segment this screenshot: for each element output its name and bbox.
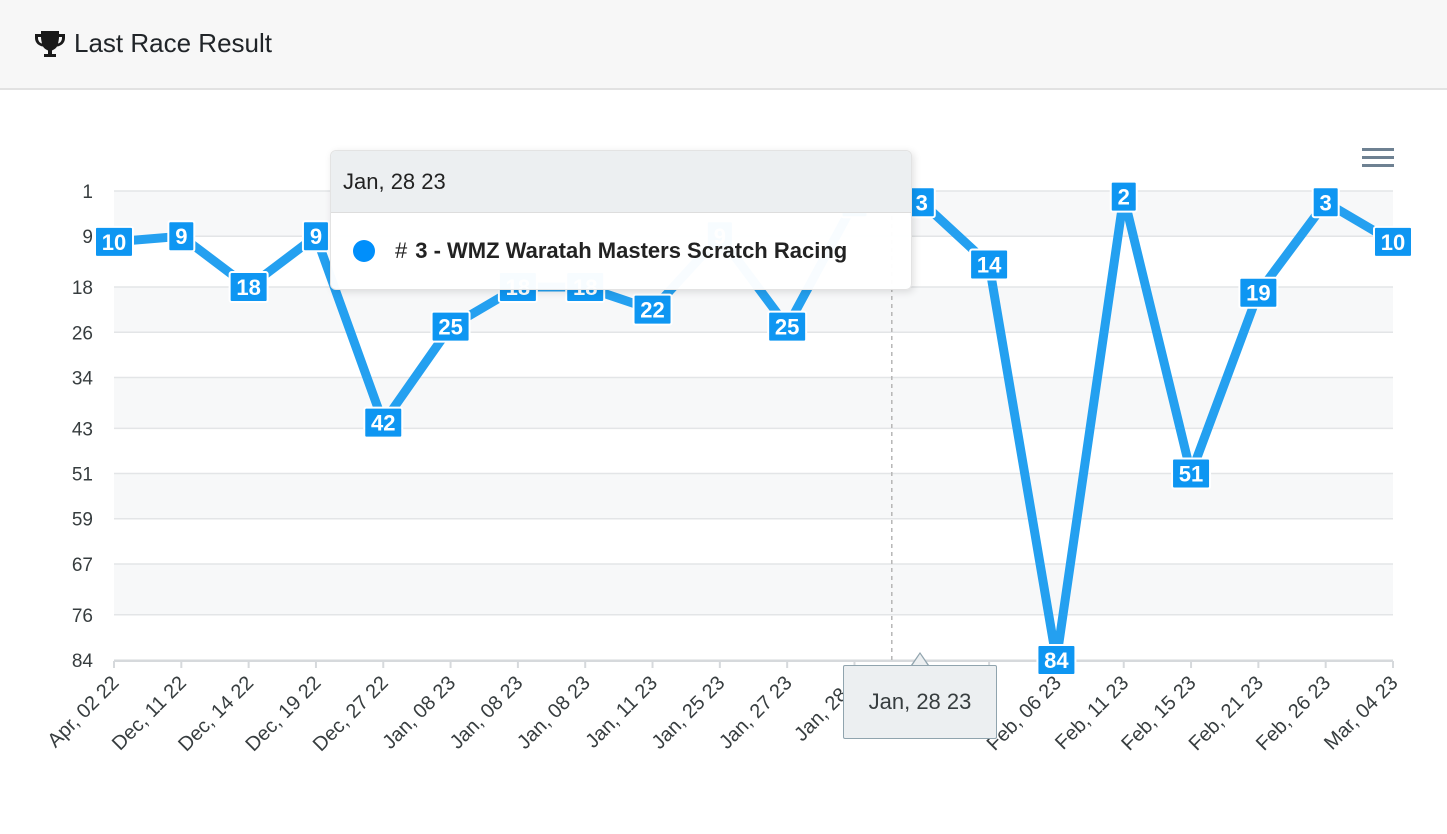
page-title: Last Race Result — [34, 28, 272, 59]
data-label: 9 — [175, 224, 187, 249]
data-label: 19 — [1246, 281, 1270, 306]
data-label-box — [430, 310, 471, 343]
x-axis-tooltip-arrow-fill — [912, 654, 928, 666]
hamburger-menu-icon[interactable] — [1360, 144, 1396, 172]
y-tick-label: 43 — [72, 419, 93, 440]
data-label-box — [1373, 225, 1413, 258]
y-tick-label: 84 — [72, 651, 94, 672]
tooltip-title: Jan, 28 23 — [331, 151, 911, 213]
y-tick-label: 67 — [72, 555, 93, 576]
series-tooltip: Jan, 28 23 # 3 - WMZ Waratah Masters Scr… — [330, 150, 912, 290]
card-header: Last Race Result — [0, 0, 1447, 90]
data-label: 2 — [1118, 185, 1130, 210]
data-label: 10 — [1381, 230, 1405, 255]
data-label-box — [969, 248, 1010, 281]
y-tick-label: 76 — [72, 606, 93, 627]
data-label-box — [632, 293, 673, 326]
x-tick-label: Jan, 08 23 — [513, 672, 595, 754]
data-label: 22 — [640, 298, 664, 323]
y-tick-label: 26 — [72, 323, 93, 344]
data-label-box — [1171, 457, 1212, 490]
data-label-box — [167, 220, 196, 253]
data-label: 18 — [236, 275, 260, 300]
data-label: 3 — [916, 190, 928, 215]
grid-band — [114, 287, 1393, 333]
tooltip-series-row: # 3 - WMZ Waratah Masters Scratch Racing — [331, 213, 911, 289]
y-tick-label: 51 — [72, 465, 93, 486]
series-marker-icon — [353, 240, 375, 262]
data-label-box — [94, 225, 134, 258]
data-label: 25 — [775, 315, 799, 340]
data-label: 25 — [438, 315, 462, 340]
x-tick-label: Mar, 04 23 — [1320, 672, 1402, 754]
data-label-box — [301, 220, 330, 253]
data-label-box — [363, 406, 404, 439]
data-label-box — [1036, 644, 1077, 676]
data-label: 51 — [1179, 462, 1203, 487]
data-label: 10 — [102, 230, 126, 255]
data-label: 14 — [977, 252, 1002, 277]
data-label-box — [1238, 276, 1279, 309]
data-label: 42 — [371, 411, 395, 436]
data-label-box — [767, 310, 808, 343]
trophy-icon — [34, 29, 66, 59]
y-tick-label: 9 — [82, 227, 93, 248]
tooltip-series-prefix: # — [395, 238, 408, 263]
y-tick-label: 1 — [82, 182, 93, 203]
data-label: 9 — [310, 224, 322, 249]
data-label: 3 — [1320, 190, 1332, 215]
tooltip-series-value: 3 - WMZ Waratah Masters Scratch Racing — [415, 238, 848, 263]
grid-band — [114, 377, 1393, 429]
grid-band — [114, 563, 1393, 615]
x-axis-tooltip: Jan, 28 23 — [843, 665, 997, 739]
data-label-box — [1311, 186, 1340, 219]
x-tick-label: Jan, 27 23 — [715, 672, 797, 754]
page-title-text: Last Race Result — [74, 28, 272, 58]
y-tick-label: 34 — [72, 368, 94, 389]
data-label: 84 — [1044, 648, 1069, 673]
y-tick-label: 59 — [72, 510, 93, 531]
data-label-box — [228, 271, 269, 304]
y-tick-label: 18 — [72, 278, 93, 299]
data-label-box — [1109, 180, 1138, 213]
